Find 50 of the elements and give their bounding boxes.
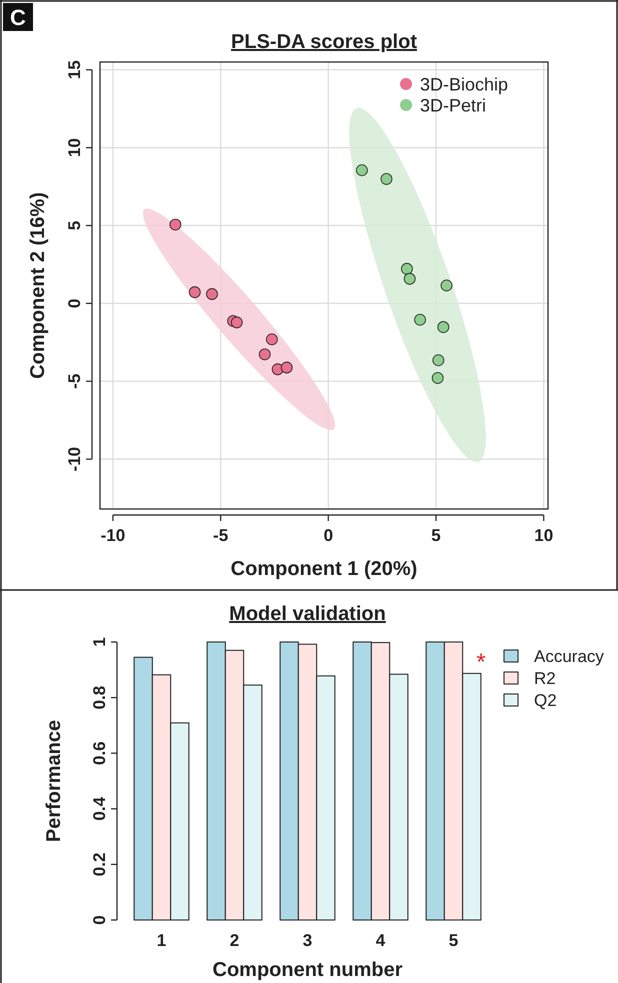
- x-tick-label: -5: [213, 526, 228, 546]
- chart-title: Model validation: [229, 603, 386, 625]
- y-tick-label: 10: [65, 138, 84, 158]
- point: [437, 321, 450, 333]
- x-tick-label: 3: [302, 931, 312, 950]
- legend-label: Accuracy: [534, 646, 604, 666]
- y-tick-label: 1: [90, 637, 109, 647]
- point: [230, 316, 243, 328]
- x-axis-title: Component 1 (20%): [230, 558, 418, 580]
- point: [432, 354, 444, 366]
- y-tick-label: 0.2: [90, 852, 109, 876]
- panel-label: C: [3, 3, 33, 31]
- point: [414, 314, 426, 326]
- x-tick-label: 5: [431, 526, 441, 546]
- x-tick-label: 10: [534, 526, 554, 546]
- x-tick-label: 2: [230, 931, 240, 950]
- point: [380, 173, 392, 185]
- point: [432, 372, 444, 384]
- y-tick-label: 0.4: [90, 796, 109, 821]
- y-tick-label: 0.8: [90, 686, 109, 710]
- legend-label: Q2: [534, 690, 557, 710]
- x-tick-label: 4: [376, 931, 386, 950]
- y-axis-title: Component 2 (16%): [27, 192, 49, 379]
- y-axis-title: Performance: [43, 720, 65, 842]
- point: [356, 164, 368, 176]
- point: [258, 348, 271, 360]
- point: [440, 280, 452, 292]
- y-tick-label: -10: [65, 446, 84, 472]
- x-axis-title: Component number: [212, 959, 403, 981]
- legend-label: 3D-Petri: [420, 95, 486, 116]
- point: [206, 288, 218, 300]
- y-tick-label: -5: [65, 374, 84, 389]
- point: [280, 362, 293, 374]
- y-tick-label: 0.6: [90, 741, 109, 766]
- x-tick-label: 5: [448, 931, 458, 950]
- legend-label: R2: [534, 668, 556, 688]
- y-tick-label: 5: [65, 220, 84, 230]
- y-tick-label: 15: [65, 60, 84, 80]
- legend-label: 3D-Biochip: [420, 74, 508, 94]
- point: [188, 286, 201, 298]
- point: [401, 262, 413, 275]
- annotation: *: [476, 649, 486, 676]
- point: [266, 334, 278, 346]
- chart-title: PLS-DA scores plot: [231, 31, 418, 53]
- y-tick-label: 0: [65, 298, 84, 308]
- point: [169, 218, 182, 230]
- y-tick-label: 0: [90, 915, 109, 925]
- x-tick-label: 0: [324, 526, 334, 546]
- x-tick-label: 1: [156, 931, 166, 950]
- point: [404, 272, 416, 285]
